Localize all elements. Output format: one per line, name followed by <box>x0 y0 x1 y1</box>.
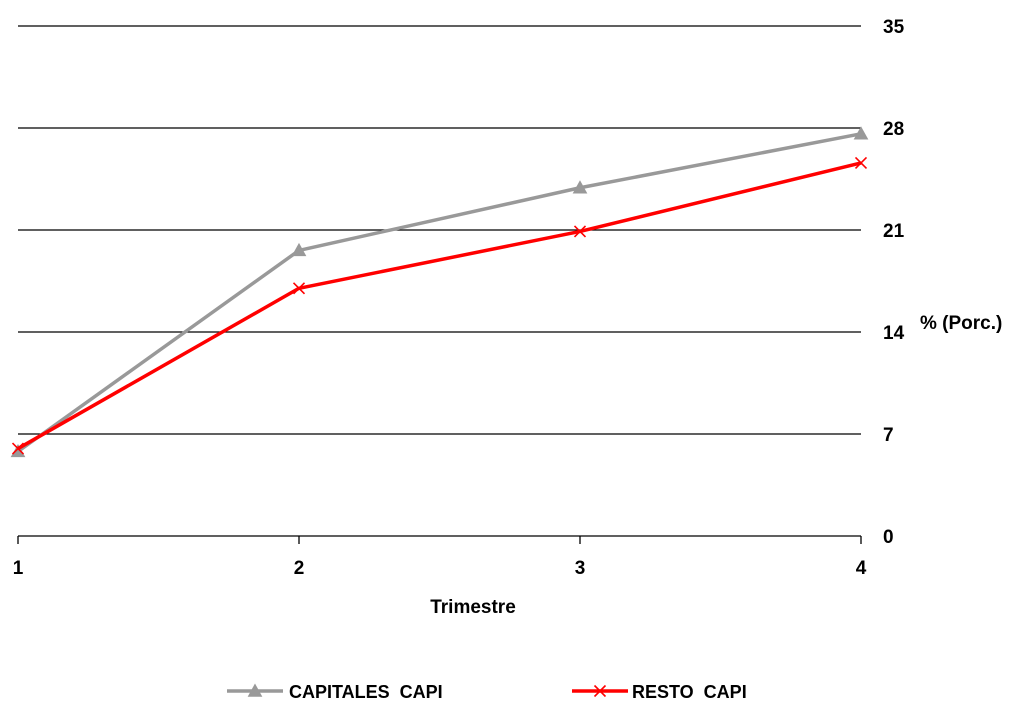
data-point <box>572 180 588 194</box>
legend-label: RESTO CAPI <box>632 682 747 702</box>
series-line <box>16 132 862 453</box>
y-tick-label: 14 <box>883 323 905 344</box>
x-tick-label: 1 <box>13 558 24 579</box>
legend-label: CAPITALES CAPI <box>289 682 443 702</box>
y-tick-label: 0 <box>883 527 894 548</box>
series-0 <box>10 126 869 458</box>
x-axis <box>17 535 862 544</box>
x-axis-title: Trimestre <box>430 597 516 618</box>
gridlines <box>18 25 861 435</box>
y-tick-label: 28 <box>883 119 904 140</box>
data-point <box>854 156 868 170</box>
data-point <box>853 126 869 140</box>
y-tick-label: 7 <box>883 425 894 446</box>
data-point <box>291 242 307 257</box>
y-axis-title: % (Porc.) <box>920 313 1002 334</box>
legend-item: RESTO CAPI <box>572 682 747 702</box>
data-point <box>11 442 25 455</box>
y-tick-label: 21 <box>883 221 905 242</box>
series-line <box>17 161 862 451</box>
legend-item: CAPITALES CAPI <box>227 682 443 702</box>
legend: CAPITALES CAPI RESTO CAPI <box>227 682 747 702</box>
data-point <box>292 282 306 295</box>
x-tick-label: 4 <box>856 558 867 579</box>
series-1 <box>11 156 868 455</box>
y-axis-ticks: 0 7 14 21 28 35 <box>883 17 905 548</box>
x-tick-label: 3 <box>575 558 586 579</box>
series-lines <box>10 126 869 458</box>
legend-marker <box>593 684 607 698</box>
legend-marker <box>247 683 263 697</box>
data-point <box>573 225 587 238</box>
y-tick-label: 35 <box>883 17 905 38</box>
x-tick-label: 2 <box>294 558 305 579</box>
x-axis-ticks: 1 2 3 4 <box>13 558 867 579</box>
